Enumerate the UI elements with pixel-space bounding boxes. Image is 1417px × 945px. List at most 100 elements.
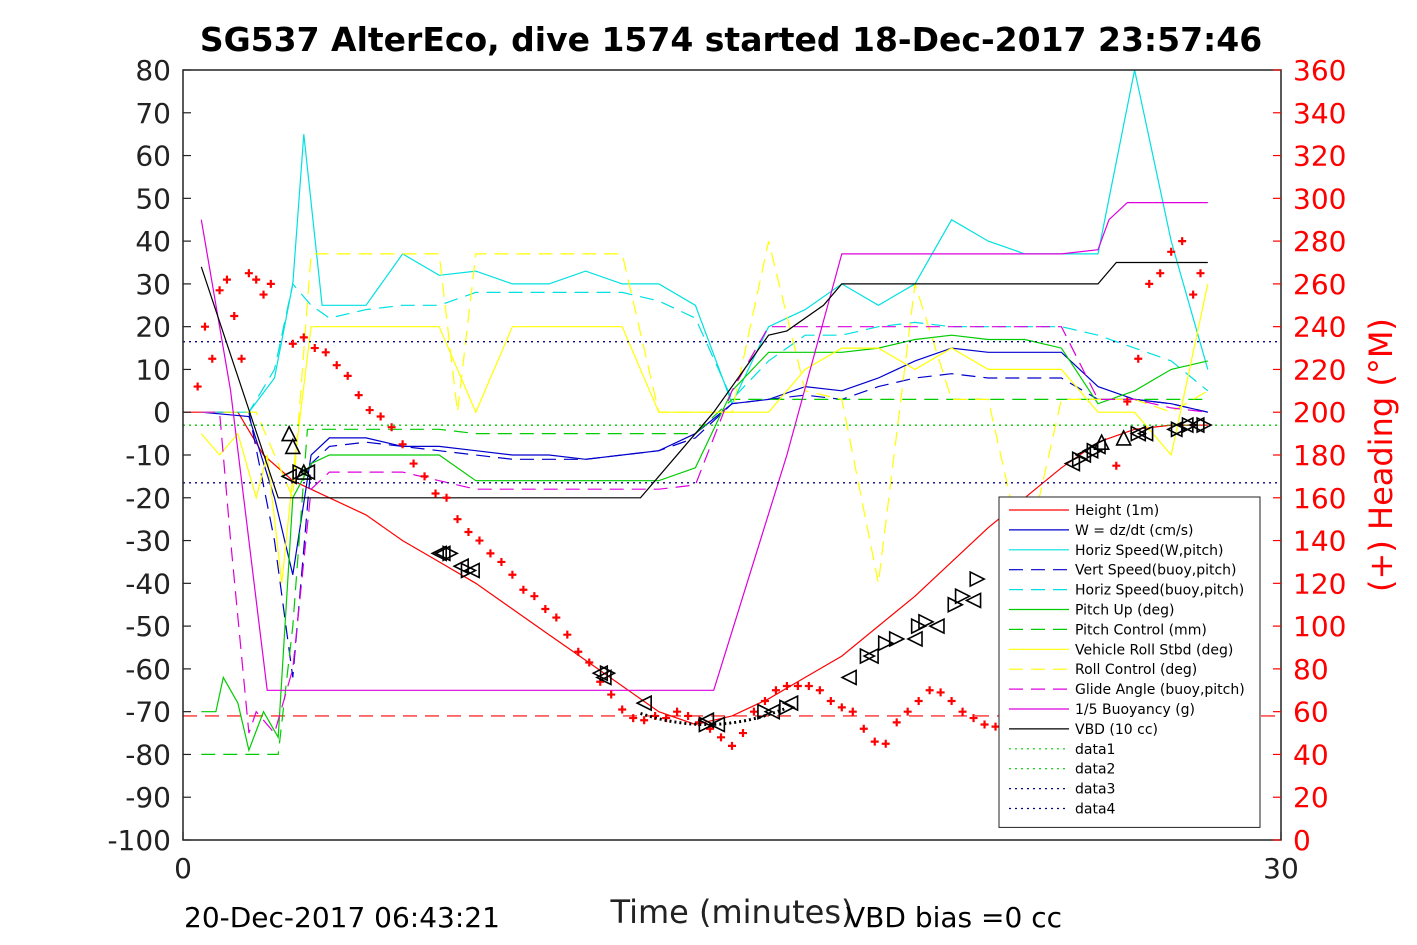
heading-point [991,722,1000,731]
y-tick-label: -10 [125,439,171,472]
heading-point [222,275,231,284]
heading-point [738,729,747,738]
trajectory-marker [1115,429,1132,446]
trajectory-marker [697,711,715,729]
trajectory-marker [280,424,298,442]
y-tick-label: -100 [107,824,171,857]
heading-point [208,354,217,363]
legend-label: W = dz/dt (cm/s) [1075,523,1194,539]
heading-point [1196,269,1205,278]
y-tick-label: -70 [125,696,171,729]
heading-point [519,585,528,594]
trajectory-marker [918,613,935,631]
right-tick-label: 340 [1293,97,1346,130]
heading-point [728,741,736,750]
legend-label: Horiz Speed(W,pitch) [1075,543,1223,559]
heading-point [1167,247,1176,256]
trajectory-marker [708,716,726,733]
heading-point [453,515,462,524]
series-line [201,326,1208,735]
y-tick-label: 0 [153,396,171,429]
heading-point [1134,354,1143,363]
x-tick-label: 0 [174,852,192,885]
y-tick-label: 20 [135,311,171,344]
heading-point [215,286,224,295]
heading-point [837,703,846,712]
heading-point [881,739,890,748]
right-tick-label: 240 [1293,311,1346,344]
legend: Height (1m) W = dz/dt (cm/s) Horiz Speed(W… [998,496,1261,828]
heading-point [230,311,239,320]
trajectory-marker [1170,421,1188,438]
heading-point [354,391,363,400]
heading-point [717,733,726,742]
trajectory-marker [1093,433,1110,450]
series-line [201,373,1208,678]
trajectory-marker [284,437,302,455]
legend-box [998,496,1261,828]
right-tick-label: 320 [1293,140,1346,173]
heading-point [442,493,451,502]
y-tick-label: -20 [125,482,171,515]
trajectory-marker [1196,416,1213,434]
heading-point [464,528,473,536]
legend-label: 1/5 Buoyancy (g) [1075,702,1195,718]
y-tick-label: 40 [135,225,171,258]
trajectory-marker [595,669,612,686]
series-line [201,334,1208,753]
x-axis-label: Time (minutes) [610,893,854,931]
heading-point [925,686,934,695]
right-tick-label: 200 [1293,396,1346,429]
trajectory-marker [840,669,857,686]
right-tick-label: 140 [1293,525,1346,558]
heading-point [760,696,769,705]
legend-label: data3 [1075,782,1115,798]
heading-point [574,647,583,656]
heading-point [237,354,246,363]
heading-point [859,724,868,733]
trajectory-marker [779,699,796,716]
right-tick-label: 280 [1293,225,1346,258]
legend-label: Vehicle Roll Stbd (deg) [1075,642,1233,658]
y-tick-label: -30 [125,525,171,558]
heading-point [980,720,989,729]
trajectory-marker [877,634,895,652]
trajectory-marker [928,617,945,635]
trajectory-marker [460,562,478,579]
right-tick-label: 40 [1293,738,1329,771]
heading-point [266,279,275,288]
heading-point [259,290,268,299]
legend-label: VBD (10 cc) [1075,722,1158,738]
y-tick-label: -60 [125,653,171,686]
heading-point [585,658,594,667]
heading-point [1178,237,1187,246]
heading-point [398,440,407,449]
y-tick-label: 30 [135,268,171,301]
right-tick-label: 160 [1293,482,1346,515]
heading-point [310,344,319,353]
heading-point [771,686,780,695]
heading-point [607,690,616,699]
legend-label: data1 [1075,742,1115,758]
trajectory-marker [906,630,923,648]
trajectory-marker [1136,425,1154,442]
heading-point [321,348,330,357]
y-tick-label: 10 [135,353,171,386]
heading-point [508,570,517,579]
right-tick-label: 120 [1293,567,1346,600]
right-tick-label: 100 [1293,610,1346,643]
trajectory-marker [698,716,716,733]
trajectory-marker [1177,416,1194,434]
heading-point [288,339,297,348]
heading-point [969,714,978,723]
right-tick-label: 260 [1293,268,1346,301]
heading-point [387,423,396,432]
trajectory-marker [599,664,617,682]
trajectory-marker [463,562,480,579]
heading-point [409,459,418,468]
right-tick-label: 60 [1293,696,1329,729]
y-tick-label: 50 [135,182,171,215]
trajectory-marker [969,570,987,588]
heading-point [486,549,495,558]
trajectory-marker [1181,416,1199,434]
